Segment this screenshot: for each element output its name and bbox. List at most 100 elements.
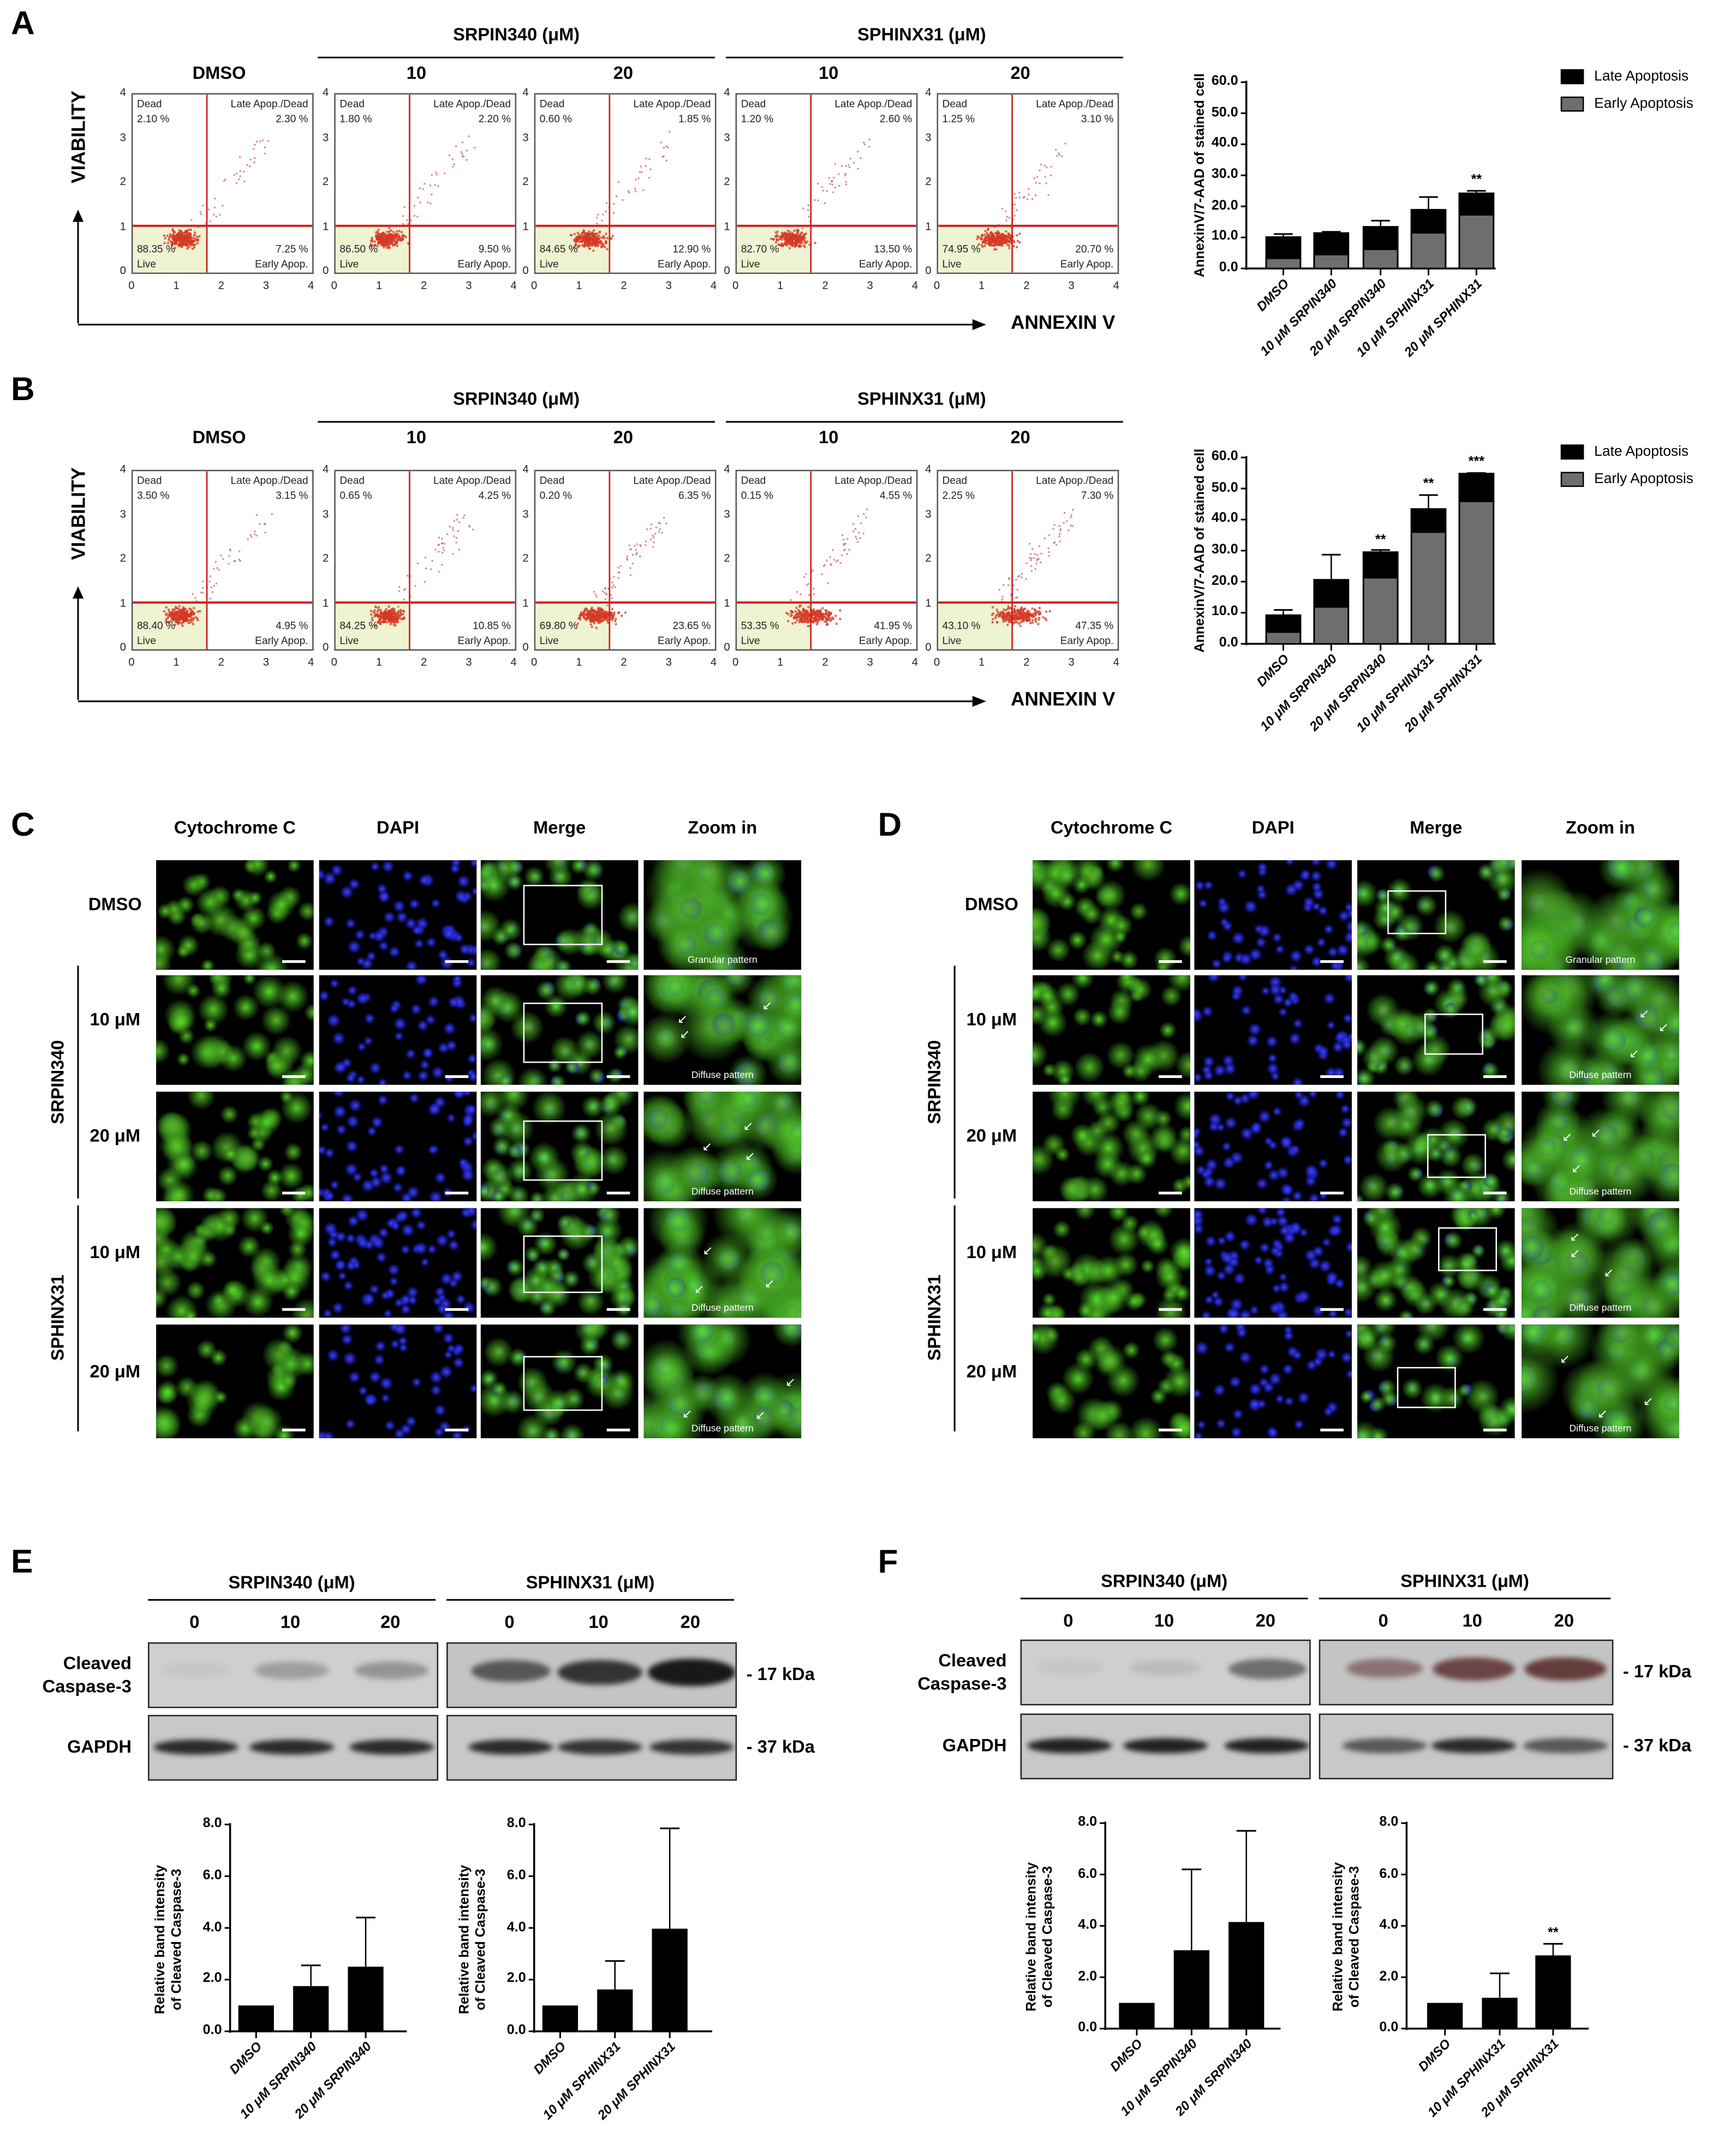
- event-dot: [455, 537, 457, 539]
- event-dot: [1031, 613, 1035, 616]
- bar-late-apoptosis: [1458, 192, 1495, 216]
- cytochrome-c-image: [1033, 975, 1190, 1085]
- y-tick-label: 30.0: [1211, 542, 1238, 558]
- event-dot: [601, 620, 604, 622]
- protein-band: [1342, 1738, 1428, 1754]
- category-label: DMSO: [227, 2039, 266, 2078]
- y-axis-label: of Cleaved Caspase-3: [170, 1868, 185, 2010]
- merge-image: [1357, 860, 1515, 970]
- event-dot: [456, 519, 458, 521]
- event-dot: [213, 206, 216, 209]
- significance-marker: **: [1375, 532, 1386, 547]
- arrow-icon: ↙: [785, 1375, 796, 1390]
- event-dot: [163, 610, 165, 613]
- event-dot: [398, 229, 401, 233]
- event-dot: [635, 549, 637, 551]
- event-dot: [797, 609, 800, 611]
- event-dot: [399, 613, 403, 616]
- event-dot: [597, 241, 600, 245]
- event-dot: [393, 237, 396, 240]
- event-dot: [394, 241, 397, 244]
- merge-image: [1357, 1092, 1515, 1201]
- scale-bar: [445, 960, 469, 963]
- y-tick-label: 3: [120, 507, 126, 520]
- arrow-icon: ↙: [682, 1407, 693, 1421]
- flow-cytometry-plot: Dead 3.50 % Late Apop./Dead 3.15 % 88.40 % Li…: [131, 469, 314, 651]
- y-tick-label: 2.0: [202, 1971, 222, 1987]
- event-dot: [843, 549, 845, 551]
- event-dot: [388, 227, 391, 230]
- late-apoptosis-percent: 2.20 %: [478, 112, 511, 125]
- y-tick-label: 4: [522, 463, 529, 475]
- event-dot: [834, 615, 837, 617]
- event-dot: [1025, 613, 1029, 616]
- y-tick-label: 1: [925, 219, 932, 233]
- event-dot: [1021, 573, 1023, 575]
- event-dot: [1013, 621, 1016, 624]
- x-tick-label: 0: [732, 279, 739, 292]
- event-dot: [393, 610, 396, 613]
- event-dot: [253, 148, 255, 150]
- event-dot: [441, 542, 443, 544]
- event-dot: [264, 146, 266, 148]
- lane-label: 10: [588, 1611, 609, 1633]
- event-dot: [1001, 598, 1004, 600]
- scale-bar: [606, 1428, 630, 1432]
- x-tick-label: 4: [1113, 656, 1119, 669]
- cleaved-caspase-3-blot: [148, 1642, 439, 1708]
- event-dot: [576, 240, 580, 242]
- zoom-region-box: [1438, 1227, 1497, 1271]
- arrow-icon: ↙: [1658, 1020, 1669, 1034]
- cytochrome-c-image: [156, 1208, 314, 1318]
- live-quadrant: [133, 602, 207, 650]
- event-dot: [391, 610, 393, 614]
- zoom-in-image: Granular pattern: [643, 860, 802, 970]
- y-tick-label: 2: [323, 552, 329, 564]
- event-dot: [1015, 246, 1018, 249]
- event-dot: [1001, 595, 1004, 598]
- event-dot: [1022, 609, 1024, 612]
- event-dot: [838, 173, 840, 175]
- bar-early-apoptosis: [1362, 248, 1399, 270]
- event-dot: [173, 617, 176, 621]
- event-dot: [856, 541, 859, 543]
- event-dot: [801, 235, 804, 239]
- y-tick-label: 3: [323, 130, 329, 144]
- event-dot: [639, 555, 641, 558]
- event-dot: [451, 165, 454, 168]
- event-dot: [196, 235, 199, 239]
- event-dot: [213, 585, 215, 587]
- scale-bar: [1320, 1075, 1344, 1078]
- event-dot: [592, 249, 595, 252]
- cytochrome-c-image: [1033, 1324, 1190, 1438]
- event-dot: [173, 241, 176, 245]
- x-axis-label-annexin-v: ANNEXIN V: [1011, 687, 1116, 710]
- event-dot: [803, 233, 806, 236]
- event-dot: [193, 246, 196, 249]
- event-dot: [844, 172, 847, 175]
- event-dot: [378, 620, 380, 622]
- arrow-icon: ↙: [1629, 1046, 1639, 1060]
- dapi-image: [1194, 860, 1352, 970]
- event-dot: [592, 243, 595, 246]
- cytochrome-c-image: [156, 1092, 314, 1201]
- event-dot: [183, 609, 186, 612]
- x-tick-label: 2: [421, 279, 427, 292]
- event-dot: [431, 559, 433, 562]
- event-dot: [825, 623, 828, 626]
- event-dot: [451, 158, 454, 160]
- event-dot: [181, 243, 184, 247]
- event-dot: [1016, 609, 1019, 611]
- bar-late-apoptosis: [1313, 232, 1350, 255]
- event-dot: [776, 234, 779, 236]
- event-dot: [1037, 618, 1040, 621]
- event-dot: [1007, 611, 1010, 614]
- x-tick-label: 3: [867, 656, 873, 669]
- row-label: 20 μM: [966, 1360, 1017, 1381]
- event-dot: [249, 158, 252, 160]
- event-dot: [659, 528, 661, 531]
- gapdh-blot: [1319, 1713, 1614, 1779]
- event-dot: [164, 237, 166, 240]
- event-dot: [803, 621, 807, 623]
- event-dot: [453, 520, 456, 522]
